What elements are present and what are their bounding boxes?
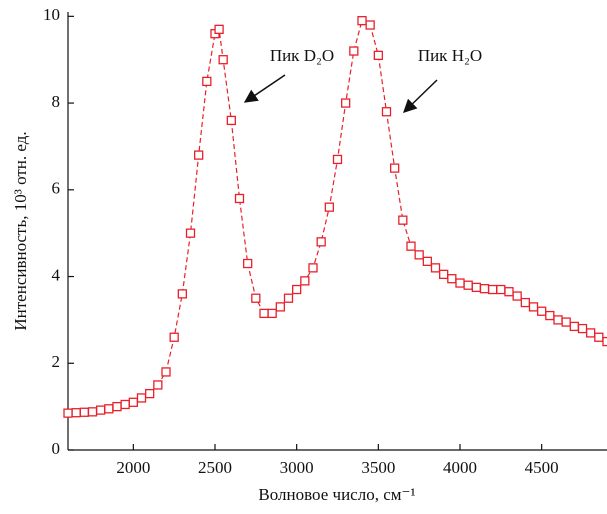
data-point <box>553 315 563 325</box>
data-point <box>479 284 490 294</box>
annotation: Пик D₂O <box>270 46 334 65</box>
data-point <box>520 297 530 308</box>
data-point <box>96 405 106 415</box>
x-tick-label: 4000 <box>443 458 477 477</box>
y-tick-label: 2 <box>52 352 61 371</box>
data-point <box>602 336 607 347</box>
data-point <box>104 404 114 414</box>
data-point <box>406 241 416 251</box>
data-point <box>300 276 310 286</box>
data-point <box>202 76 212 87</box>
data-point <box>422 256 432 267</box>
data-point <box>316 237 326 247</box>
y-tick-label: 4 <box>52 265 61 284</box>
data-point <box>447 274 457 284</box>
data-point <box>349 46 359 56</box>
y-tick-label: 10 <box>43 5 60 24</box>
data-point <box>398 215 408 225</box>
data-point <box>332 154 343 165</box>
data-point <box>430 263 441 273</box>
data-point <box>292 284 302 295</box>
data-point <box>161 367 171 377</box>
annotation-arrow <box>243 74 286 103</box>
data-point <box>112 401 122 412</box>
data-point <box>251 293 261 303</box>
y-tick-label: 8 <box>52 92 61 111</box>
data-point <box>63 408 73 418</box>
data-point <box>414 250 424 260</box>
data-point <box>365 20 375 30</box>
data-line <box>67 19 607 414</box>
data-point <box>153 380 163 390</box>
x-tick-label: 3500 <box>361 458 395 477</box>
data-point <box>234 193 245 204</box>
data-point <box>145 388 155 399</box>
data-point <box>504 287 514 297</box>
data-point <box>455 278 465 288</box>
data-point <box>390 163 400 173</box>
data-point <box>373 50 383 61</box>
data-point <box>528 302 539 312</box>
data-point <box>308 263 318 273</box>
data-point <box>71 408 81 418</box>
data-point <box>267 308 277 319</box>
data-point <box>586 328 596 338</box>
data-point <box>283 293 294 303</box>
annotation-arrow <box>403 79 438 113</box>
data-point <box>341 98 351 108</box>
data-point <box>439 269 449 280</box>
data-point <box>214 24 224 34</box>
data-point <box>243 258 253 269</box>
data-point <box>381 107 392 117</box>
data-point <box>177 289 187 299</box>
x-tick-label: 2000 <box>116 458 150 477</box>
data-point <box>512 291 522 301</box>
data-point <box>545 310 555 321</box>
data-point <box>79 407 89 417</box>
data-point <box>357 16 367 26</box>
data-point <box>324 202 334 212</box>
data-point <box>594 332 604 342</box>
data-point <box>194 150 204 160</box>
x-tick-label: 3000 <box>280 458 314 477</box>
data-point <box>577 323 588 334</box>
annotation: Пик H₂O <box>418 46 482 65</box>
data-point <box>87 407 98 417</box>
y-tick-label: 6 <box>52 179 61 198</box>
data-point <box>136 393 147 403</box>
data-point <box>488 284 498 295</box>
data-point <box>561 317 571 327</box>
y-tick-label: 0 <box>52 439 61 458</box>
x-tick-label: 4500 <box>525 458 559 477</box>
data-point <box>471 282 481 293</box>
data-point <box>275 302 285 312</box>
data-point <box>537 306 547 316</box>
data-point <box>120 399 130 410</box>
x-tick-label: 2500 <box>198 458 232 477</box>
data-point <box>259 308 269 319</box>
data-point <box>185 228 196 238</box>
data-point <box>128 397 138 407</box>
data-point <box>218 55 228 65</box>
data-point <box>463 280 473 290</box>
x-axis-label: Волновое число, см⁻¹ <box>258 485 415 504</box>
data-point <box>569 321 579 332</box>
data-point <box>226 115 236 126</box>
data-point <box>169 332 179 342</box>
y-axis-label: Интенсивность, 10³ отн. ед. <box>11 131 30 330</box>
data-point <box>496 284 506 295</box>
